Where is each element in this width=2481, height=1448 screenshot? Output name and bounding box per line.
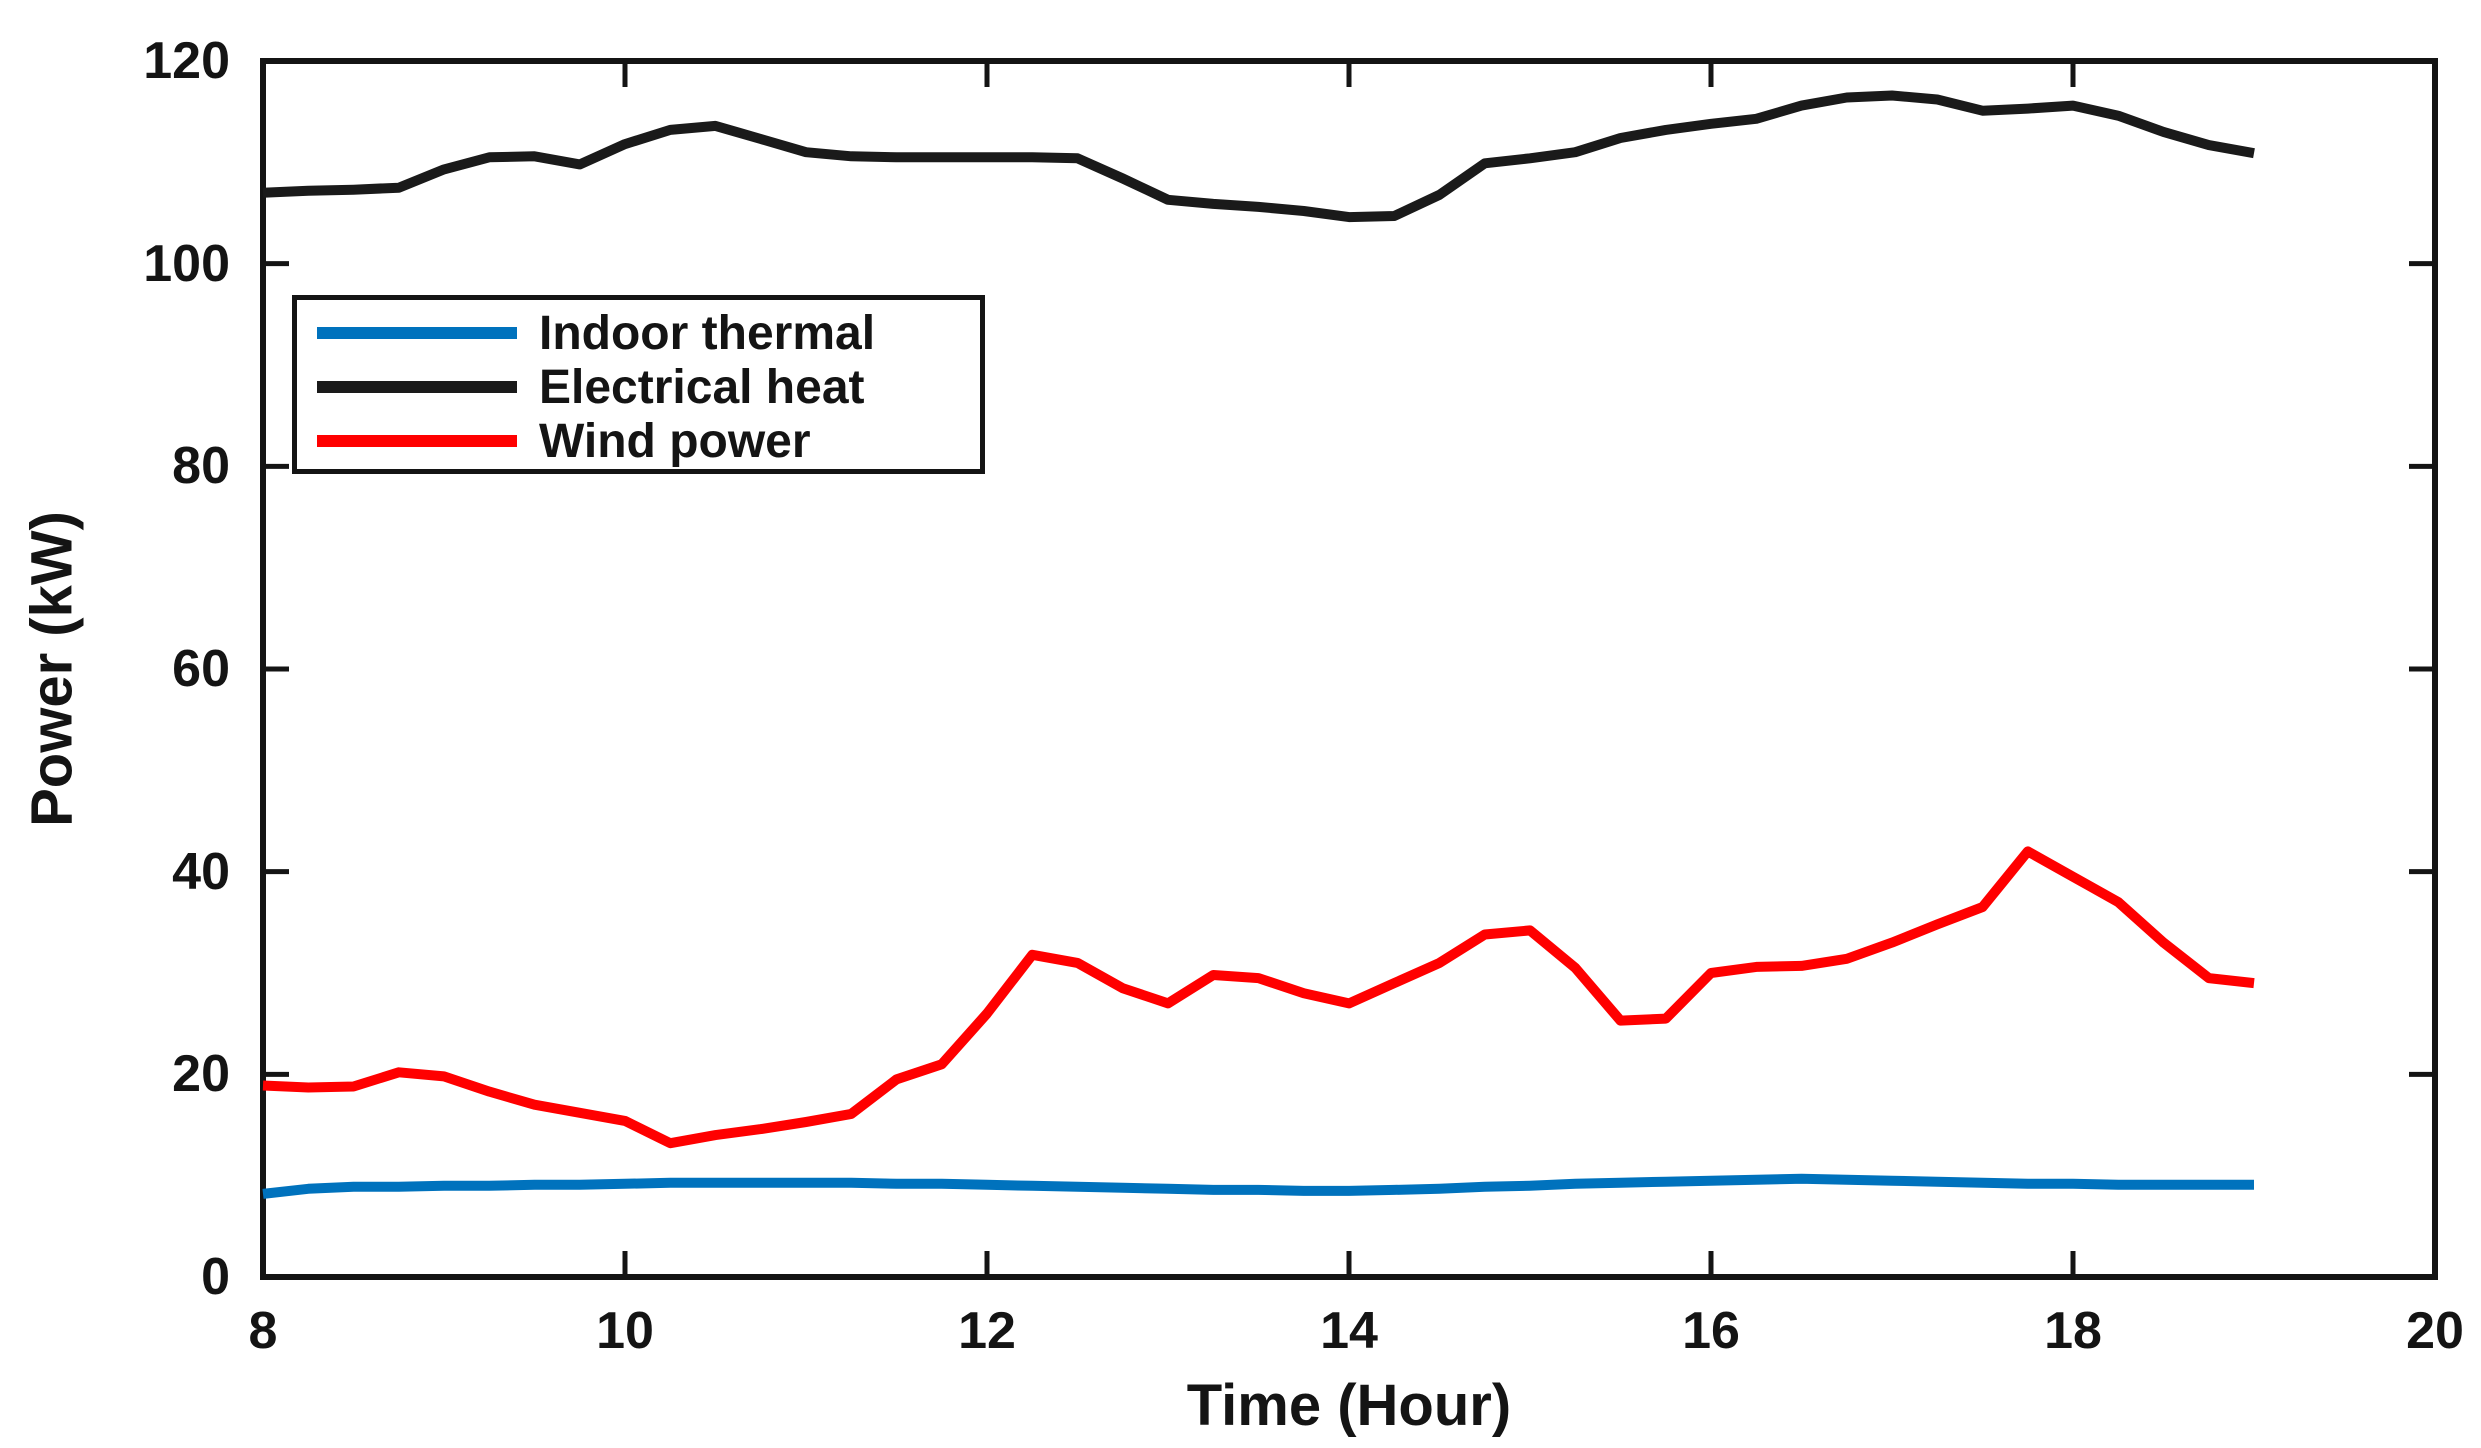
x-tick-label: 18 bbox=[2044, 1302, 2102, 1360]
x-tick-label: 16 bbox=[1682, 1302, 1740, 1360]
x-tick-label: 8 bbox=[248, 1302, 278, 1360]
legend-line-swatch bbox=[317, 327, 517, 339]
series-line-indoor-thermal bbox=[262, 1173, 2254, 1199]
axes-box bbox=[260, 58, 2438, 1280]
y-tick-label: 80 bbox=[172, 437, 230, 496]
y-tick-label: 0 bbox=[201, 1248, 230, 1306]
x-axis-label: Time (Hour) bbox=[1186, 1373, 1512, 1438]
legend: Indoor thermal Electrical heat Wind power bbox=[292, 295, 985, 474]
legend-label: Indoor thermal bbox=[539, 306, 876, 360]
legend-line-swatch bbox=[317, 381, 517, 393]
y-tick-label: 60 bbox=[172, 640, 230, 698]
x-tick-label: 10 bbox=[596, 1302, 654, 1360]
y-tick-label: 100 bbox=[143, 234, 230, 293]
y-tick-label: 40 bbox=[172, 842, 230, 901]
y-axis-label: Power (kW) bbox=[19, 511, 85, 827]
series-line-wind-power bbox=[262, 846, 2255, 1149]
x-tick-label: 12 bbox=[958, 1302, 1016, 1360]
x-tick-label: 14 bbox=[1320, 1302, 1378, 1360]
legend-label: Wind power bbox=[539, 414, 811, 468]
legend-row: Wind power bbox=[297, 414, 980, 468]
legend-line-swatch bbox=[317, 435, 517, 447]
y-tick-label: 120 bbox=[143, 32, 230, 90]
series-line-electrical-heat bbox=[262, 90, 2255, 223]
legend-row: Indoor thermal bbox=[297, 306, 980, 360]
legend-label: Electrical heat bbox=[539, 360, 865, 414]
y-tick-label: 20 bbox=[172, 1045, 230, 1104]
legend-row: Electrical heat bbox=[297, 360, 980, 414]
x-tick-label: 20 bbox=[2406, 1302, 2464, 1360]
